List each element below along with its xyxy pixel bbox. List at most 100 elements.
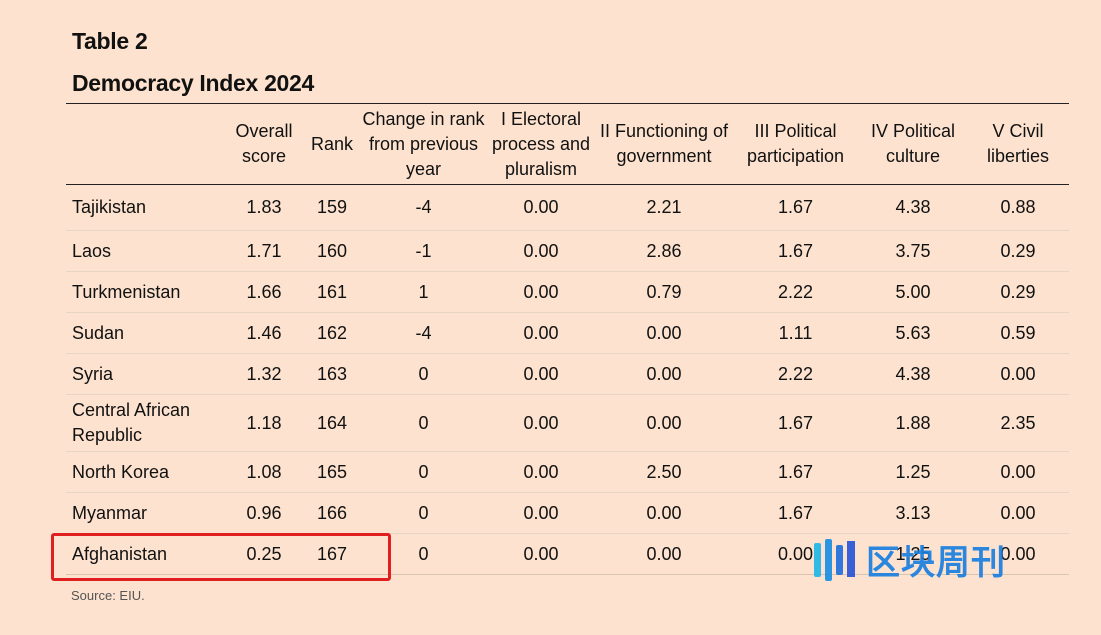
electoral-process-cell: 0.00 <box>486 271 596 313</box>
country-cell: Tajikistan <box>66 184 225 231</box>
rank-cell: 160 <box>303 230 361 272</box>
overall-score-cell: 1.83 <box>225 184 303 231</box>
rank-change-cell: 0 <box>361 394 486 452</box>
country-cell: Afghanistan <box>66 533 225 575</box>
table-row: Sudan 1.46 162 -4 0.00 0.00 1.11 5.63 0.… <box>66 312 1069 354</box>
header-row: Overall score Rank Change in rank from p… <box>66 104 1069 185</box>
column-header-functioning-of-government: II Functioning of government <box>596 104 732 185</box>
watermark-logo-icon <box>814 538 855 581</box>
rank-change-cell: 0 <box>361 492 486 534</box>
political-participation-cell: 1.67 <box>732 230 859 272</box>
column-header-civil-liberties: V Civil liberties <box>967 104 1069 185</box>
political-culture-cell: 3.13 <box>859 492 967 534</box>
table-label: Table 2 <box>72 28 148 54</box>
political-culture-cell: 5.63 <box>859 312 967 354</box>
table-row: Central African Republic 1.18 164 0 0.00… <box>66 394 1069 452</box>
afghanistan-highlight-box <box>51 533 391 581</box>
civil-liberties-cell: 0.00 <box>967 353 1069 395</box>
country-cell: Myanmar <box>66 492 225 534</box>
country-cell: Central African Republic <box>66 394 225 452</box>
country-cell: Laos <box>66 230 225 272</box>
rank-cell: 166 <box>303 492 361 534</box>
political-participation-cell: 1.67 <box>732 492 859 534</box>
political-culture-cell: 3.75 <box>859 230 967 272</box>
rank-cell: 164 <box>303 394 361 452</box>
rank-cell: 159 <box>303 184 361 231</box>
overall-score-cell: 0.25 <box>225 533 303 575</box>
electoral-process-cell: 0.00 <box>486 230 596 272</box>
rank-change-cell: 0 <box>361 533 486 575</box>
civil-liberties-cell: 0.00 <box>967 533 1069 575</box>
political-culture-cell: 1.25 <box>859 451 967 493</box>
functioning-of-government-cell: 0.79 <box>596 271 732 313</box>
column-header-political-culture: IV Political culture <box>859 104 967 185</box>
column-header-political-participation: III Political participation <box>732 104 859 185</box>
rank-cell: 162 <box>303 312 361 354</box>
overall-score-cell: 1.66 <box>225 271 303 313</box>
rank-change-cell: -1 <box>361 230 486 272</box>
rank-change-cell: -4 <box>361 184 486 231</box>
table-row: Turkmenistan 1.66 161 1 0.00 0.79 2.22 5… <box>66 271 1069 313</box>
functioning-of-government-cell: 0.00 <box>596 312 732 354</box>
overall-score-cell: 1.32 <box>225 353 303 395</box>
political-participation-cell: 1.67 <box>732 394 859 452</box>
rank-cell: 165 <box>303 451 361 493</box>
rank-change-cell: 0 <box>361 353 486 395</box>
functioning-of-government-cell: 2.50 <box>596 451 732 493</box>
democracy-index-table: Overall score Rank Change in rank from p… <box>66 104 1069 575</box>
rank-cell: 163 <box>303 353 361 395</box>
rank-change-cell: 1 <box>361 271 486 313</box>
table-row: Myanmar 0.96 166 0 0.00 0.00 1.67 3.13 0… <box>66 492 1069 534</box>
column-header-rank-change: Change in rank from previous year <box>361 104 486 185</box>
table-row: Laos 1.71 160 -1 0.00 2.86 1.67 3.75 0.2… <box>66 230 1069 272</box>
table-row: Tajikistan 1.83 159 -4 0.00 2.21 1.67 4.… <box>66 184 1069 231</box>
political-culture-cell: 4.38 <box>859 184 967 231</box>
column-header-rank: Rank <box>303 104 361 185</box>
rank-change-cell: 0 <box>361 451 486 493</box>
electoral-process-cell: 0.00 <box>486 492 596 534</box>
rank-cell: 167 <box>303 533 361 575</box>
rank-change-cell: -4 <box>361 312 486 354</box>
electoral-process-cell: 0.00 <box>486 451 596 493</box>
overall-score-cell: 1.08 <box>225 451 303 493</box>
country-cell: North Korea <box>66 451 225 493</box>
political-culture-cell: 5.00 <box>859 271 967 313</box>
civil-liberties-cell: 2.35 <box>967 394 1069 452</box>
column-header-overall-score: Overall score <box>225 104 303 185</box>
country-cell: Sudan <box>66 312 225 354</box>
electoral-process-cell: 0.00 <box>486 312 596 354</box>
political-participation-cell: 2.22 <box>732 353 859 395</box>
watermark-text: 区块周刊 <box>866 544 1006 582</box>
table-row: Afghanistan 0.25 167 0 0.00 0.00 0.00 1.… <box>66 533 1069 575</box>
watermark: 区块周刊 <box>812 535 1006 584</box>
electoral-process-cell: 0.00 <box>486 353 596 395</box>
electoral-process-cell: 0.00 <box>486 184 596 231</box>
political-participation-cell: 1.67 <box>732 184 859 231</box>
civil-liberties-cell: 0.00 <box>967 492 1069 534</box>
civil-liberties-cell: 0.29 <box>967 230 1069 272</box>
overall-score-cell: 0.96 <box>225 492 303 534</box>
overall-score-cell: 1.46 <box>225 312 303 354</box>
table-title: Democracy Index 2024 <box>72 70 315 96</box>
electoral-process-cell: 0.00 <box>486 533 596 575</box>
civil-liberties-cell: 0.29 <box>967 271 1069 313</box>
political-participation-cell: 1.67 <box>732 451 859 493</box>
political-participation-cell: 1.11 <box>732 312 859 354</box>
top-rule <box>66 103 1069 104</box>
country-cell: Turkmenistan <box>66 271 225 313</box>
country-cell: Syria <box>66 353 225 395</box>
rank-cell: 161 <box>303 271 361 313</box>
functioning-of-government-cell: 2.21 <box>596 184 732 231</box>
functioning-of-government-cell: 2.86 <box>596 230 732 272</box>
civil-liberties-cell: 0.00 <box>967 451 1069 493</box>
column-header-electoral-process: I Electoral process and pluralism <box>486 104 596 185</box>
functioning-of-government-cell: 0.00 <box>596 492 732 534</box>
political-culture-cell: 1.88 <box>859 394 967 452</box>
civil-liberties-cell: 0.59 <box>967 312 1069 354</box>
table-row: Syria 1.32 163 0 0.00 0.00 2.22 4.38 0.0… <box>66 353 1069 395</box>
political-culture-cell: 1.25 <box>859 533 967 575</box>
functioning-of-government-cell: 0.00 <box>596 394 732 452</box>
electoral-process-cell: 0.00 <box>486 394 596 452</box>
civil-liberties-cell: 0.88 <box>967 184 1069 231</box>
political-participation-cell: 2.22 <box>732 271 859 313</box>
